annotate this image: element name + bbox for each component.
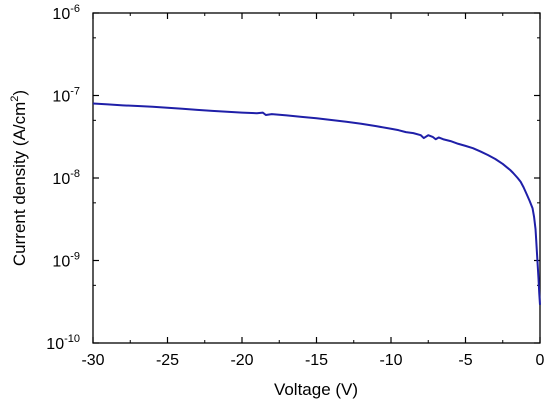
x-tick-label: -30 — [81, 352, 104, 369]
y-tick-label: 10-8 — [52, 168, 80, 188]
x-tick-label: -5 — [458, 352, 472, 369]
x-tick-label: 0 — [536, 352, 545, 369]
x-tick-label: -20 — [230, 352, 253, 369]
x-tick-labels: -30 -25 -20 -15 -10 -5 0 — [81, 352, 544, 369]
y-tick-label: 10-10 — [46, 333, 80, 353]
x-ticks — [92, 13, 541, 343]
y-tick-label: 10-7 — [52, 86, 80, 106]
series-line — [92, 102, 541, 305]
plot-frame — [92, 12, 541, 344]
y-axis-label-prefix: Current density (A/cm — [10, 102, 29, 266]
y-axis-label: Current density (A/cm2) — [9, 90, 29, 266]
x-tick-label: -25 — [156, 352, 179, 369]
x-axis-label: Voltage (V) — [274, 380, 358, 399]
y-tick-label: 10-9 — [52, 251, 80, 271]
x-tick-label: -10 — [379, 352, 402, 369]
y-axis-label-suffix: ) — [10, 90, 29, 96]
y-tick-label: 10-6 — [52, 3, 80, 23]
y-axis-label-sup: 2 — [9, 96, 21, 102]
x-tick-label: -15 — [305, 352, 328, 369]
y-tick-labels: 10-6 10-7 10-8 10-9 10-10 — [46, 3, 80, 353]
y-ticks — [93, 12, 540, 344]
